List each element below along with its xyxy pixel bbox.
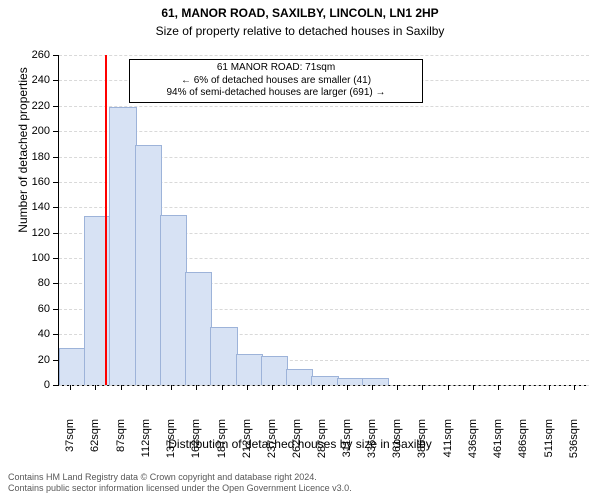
ytick-label: 140 [24, 201, 50, 213]
ytick-mark [53, 334, 58, 335]
xtick-label: 536sqm [568, 419, 580, 467]
histogram-bar [362, 378, 389, 385]
xtick-label: 486sqm [517, 419, 529, 467]
xtick-mark [272, 385, 273, 390]
xtick-label: 137sqm [165, 419, 177, 467]
ytick-mark [53, 55, 58, 56]
ytick-mark [53, 360, 58, 361]
annotation-line-1: 61 MANOR ROAD: 71sqm [136, 62, 416, 75]
xtick-mark [397, 385, 398, 390]
xtick-mark [196, 385, 197, 390]
ytick-label: 220 [24, 100, 50, 112]
chart-title: 61, MANOR ROAD, SAXILBY, LINCOLN, LN1 2H… [0, 6, 600, 20]
gridline [59, 55, 589, 56]
xtick-mark [70, 385, 71, 390]
property-marker-line [105, 55, 107, 385]
histogram-bar [286, 369, 313, 385]
xtick-label: 212sqm [241, 419, 253, 467]
xtick-mark [322, 385, 323, 390]
ytick-label: 100 [24, 252, 50, 264]
ytick-mark [53, 182, 58, 183]
xtick-mark [549, 385, 550, 390]
ytick-mark [53, 385, 58, 386]
histogram-bar [160, 215, 187, 385]
xtick-mark [473, 385, 474, 390]
xtick-mark [422, 385, 423, 390]
histogram-bar [185, 272, 212, 385]
footer-line-2: Contains public sector information licen… [8, 483, 352, 494]
xtick-label: 62sqm [89, 419, 101, 467]
xtick-label: 436sqm [467, 419, 479, 467]
histogram-bar [236, 354, 263, 385]
xtick-label: 311sqm [341, 419, 353, 467]
ytick-label: 160 [24, 176, 50, 188]
histogram-bar [135, 145, 162, 385]
ytick-mark [53, 157, 58, 158]
xtick-label: 112sqm [140, 419, 152, 467]
chart-container: 61, MANOR ROAD, SAXILBY, LINCOLN, LN1 2H… [0, 0, 600, 500]
ytick-mark [53, 80, 58, 81]
ytick-mark [53, 233, 58, 234]
gridline [59, 106, 589, 107]
footer-attribution: Contains HM Land Registry data © Crown c… [8, 472, 352, 494]
ytick-label: 180 [24, 151, 50, 163]
histogram-bar [261, 356, 288, 385]
histogram-bar [59, 348, 86, 385]
histogram-bar [210, 327, 237, 385]
xtick-label: 336sqm [366, 419, 378, 467]
xtick-mark [121, 385, 122, 390]
xtick-mark [347, 385, 348, 390]
xtick-label: 287sqm [316, 419, 328, 467]
xtick-mark [146, 385, 147, 390]
gridline [59, 131, 589, 132]
ytick-label: 260 [24, 49, 50, 61]
ytick-label: 40 [24, 328, 50, 340]
xtick-label: 187sqm [216, 419, 228, 467]
xtick-mark [372, 385, 373, 390]
xtick-label: 361sqm [391, 419, 403, 467]
ytick-label: 0 [24, 379, 50, 391]
xtick-mark [498, 385, 499, 390]
xtick-label: 262sqm [291, 419, 303, 467]
xtick-mark [574, 385, 575, 390]
xtick-label: 411sqm [442, 419, 454, 467]
ytick-label: 200 [24, 125, 50, 137]
ytick-mark [53, 309, 58, 310]
annotation-line-2: ← 6% of detached houses are smaller (41) [136, 75, 416, 88]
plot-area: 61 MANOR ROAD: 71sqm ← 6% of detached ho… [58, 55, 589, 386]
ytick-mark [53, 106, 58, 107]
xtick-label: 37sqm [64, 419, 76, 467]
ytick-label: 80 [24, 277, 50, 289]
histogram-bar [109, 107, 136, 385]
xtick-mark [448, 385, 449, 390]
xtick-label: 511sqm [543, 419, 555, 467]
ytick-mark [53, 131, 58, 132]
xtick-mark [222, 385, 223, 390]
chart-subtitle: Size of property relative to detached ho… [0, 24, 600, 38]
ytick-label: 20 [24, 354, 50, 366]
xtick-mark [95, 385, 96, 390]
xtick-label: 162sqm [190, 419, 202, 467]
footer-line-1: Contains HM Land Registry data © Crown c… [8, 472, 352, 483]
ytick-label: 60 [24, 303, 50, 315]
xtick-label: 237sqm [266, 419, 278, 467]
xtick-mark [171, 385, 172, 390]
gridline [59, 385, 589, 386]
annotation-line-3: 94% of semi-detached houses are larger (… [136, 87, 416, 100]
histogram-bar [337, 378, 364, 385]
ytick-mark [53, 207, 58, 208]
histogram-bar [311, 376, 338, 385]
xtick-label: 87sqm [115, 419, 127, 467]
xtick-mark [297, 385, 298, 390]
ytick-mark [53, 258, 58, 259]
ytick-mark [53, 283, 58, 284]
ytick-label: 240 [24, 74, 50, 86]
xtick-mark [247, 385, 248, 390]
xtick-mark [523, 385, 524, 390]
xtick-label: 386sqm [416, 419, 428, 467]
annotation-box: 61 MANOR ROAD: 71sqm ← 6% of detached ho… [129, 59, 423, 103]
xtick-label: 461sqm [492, 419, 504, 467]
ytick-label: 120 [24, 227, 50, 239]
